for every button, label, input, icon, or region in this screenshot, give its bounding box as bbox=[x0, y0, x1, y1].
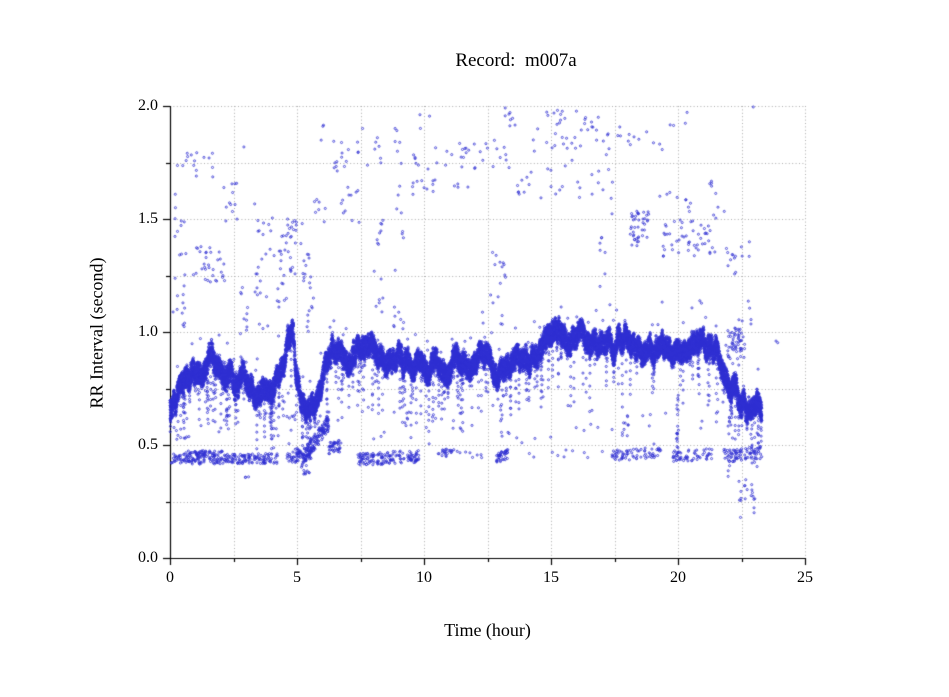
chart-title: Record: m007a bbox=[455, 50, 577, 71]
y-tick-label: 2.0 bbox=[138, 97, 158, 114]
x-tick-label: 15 bbox=[543, 569, 559, 586]
y-tick-label: 1.0 bbox=[138, 323, 158, 340]
x-tick-label: 5 bbox=[293, 569, 301, 586]
x-axis-label: Time (hour) bbox=[444, 620, 531, 640]
y-tick-label: 1.5 bbox=[138, 210, 158, 227]
x-tick-label: 25 bbox=[797, 569, 813, 586]
y-axis-label: RR Interval (second) bbox=[86, 257, 107, 409]
y-tick-label: 0.0 bbox=[138, 549, 158, 566]
x-tick-label: 10 bbox=[416, 569, 432, 586]
y-tick-label: 0.5 bbox=[138, 436, 158, 453]
x-tick-label: 20 bbox=[670, 569, 686, 586]
x-tick-label: 0 bbox=[166, 569, 174, 586]
